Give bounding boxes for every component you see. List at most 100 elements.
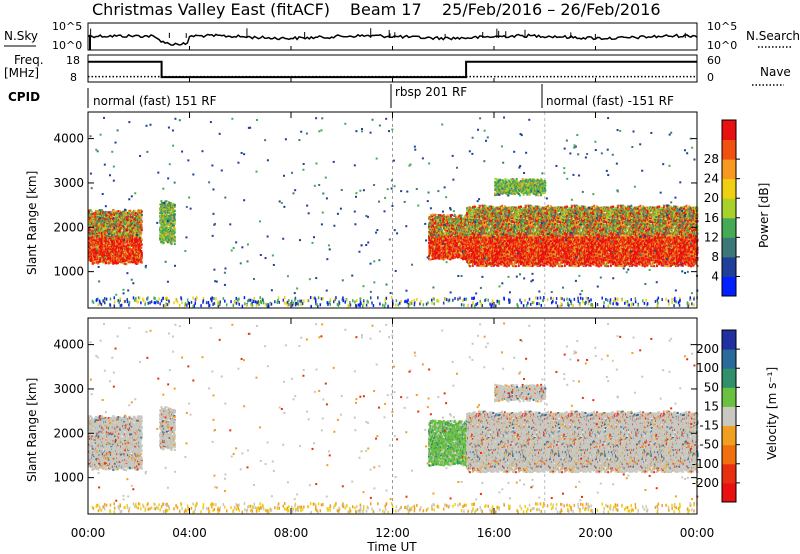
power-echo-cell xyxy=(127,235,130,238)
power-echo-cell xyxy=(124,259,127,262)
power-echo-cell xyxy=(163,223,166,226)
power-echo-cell xyxy=(137,254,140,257)
power-echo-cell xyxy=(133,240,136,243)
power-echo-cell xyxy=(90,245,93,248)
power-echo-cell xyxy=(134,257,137,260)
power-echo-cell xyxy=(97,262,100,265)
power-echo-cell xyxy=(122,219,125,222)
power-echo-cell xyxy=(88,233,91,236)
power-echo-cell xyxy=(94,214,97,217)
power-echo-cell xyxy=(166,221,169,224)
noise-sky-trace xyxy=(87,28,698,50)
nave-label: Nave xyxy=(760,65,791,79)
power-echo-cell xyxy=(125,210,128,213)
power-echo-cell xyxy=(111,261,114,264)
power-echo-cell xyxy=(167,209,170,212)
power-echo-cell xyxy=(115,213,118,216)
power-echo-cell xyxy=(140,238,143,241)
power-echo-cell xyxy=(120,258,123,261)
power-echo-cell xyxy=(164,219,167,222)
power-echo-cell xyxy=(103,217,106,220)
power-echo-cell xyxy=(114,250,117,253)
power-echo-cell xyxy=(99,236,102,239)
power-echo-cell xyxy=(131,249,134,252)
power-echo-cell xyxy=(96,222,99,225)
power-echo-cell xyxy=(140,252,143,255)
power-echo-cell xyxy=(133,253,136,256)
power-echo-cell xyxy=(449,244,452,247)
power-echo-cell xyxy=(160,200,163,203)
power-echo-cell xyxy=(105,259,108,262)
power-echo-cell xyxy=(127,259,130,262)
power-echo-cell xyxy=(165,212,168,215)
power-echo-cell xyxy=(103,238,106,241)
power-echo-cell xyxy=(117,239,120,242)
power-echo-cell xyxy=(96,215,99,218)
power-echo-cell xyxy=(449,255,452,258)
power-echo-cell xyxy=(161,205,164,208)
power-echo-cell xyxy=(114,234,117,237)
power-echo-cell xyxy=(119,211,122,214)
power-echo-cell xyxy=(128,234,131,237)
noise-left-tick-high: 10^5 xyxy=(52,20,82,33)
power-echo-cell xyxy=(140,258,143,261)
power-echo-cell xyxy=(108,212,111,215)
power-echo-cell xyxy=(483,265,486,268)
power-echo-cell xyxy=(93,216,96,219)
power-echo-cell xyxy=(162,220,165,223)
power-echo-cell xyxy=(159,232,162,235)
power-echo-cell xyxy=(114,223,117,226)
power-echo-cell xyxy=(97,230,100,233)
power-echo-cell xyxy=(92,241,95,244)
power-echo-cell xyxy=(140,246,143,249)
power-echo-cell xyxy=(131,238,134,241)
power-echo-cell xyxy=(128,244,131,247)
power-echo-cell xyxy=(101,243,104,246)
cpid-segment-3: normal (fast) -151 RF xyxy=(546,94,674,108)
power-echo-cell xyxy=(140,230,143,233)
power-echo-cell xyxy=(164,226,167,229)
power-echo-cell xyxy=(108,252,111,255)
power-echo-cell xyxy=(89,230,92,233)
power-echo-cell xyxy=(103,250,106,253)
power-echo-cell xyxy=(98,260,101,263)
noise-right-tick-low: 10^0 xyxy=(707,39,737,52)
power-echo-cell xyxy=(105,253,108,256)
power-echo-cell xyxy=(167,206,170,209)
power-echo-cell xyxy=(137,233,140,236)
power-echo-cell xyxy=(108,235,111,238)
power-echo-cell xyxy=(93,234,96,237)
power-echo-cell xyxy=(132,211,135,214)
power-echo-cell xyxy=(112,221,115,224)
power-echo-cell xyxy=(105,256,108,259)
power-echo-cell xyxy=(434,213,437,216)
power-echo-cell xyxy=(125,249,128,252)
power-echo-cell xyxy=(129,227,132,230)
power-echo-cell xyxy=(112,229,115,232)
power-echo-cell xyxy=(120,236,123,239)
power-echo-cell xyxy=(136,213,139,216)
power-echo-cell xyxy=(161,212,164,215)
power-echo-cell xyxy=(438,257,441,260)
power-echo-cell xyxy=(131,252,134,255)
power-echo-cell xyxy=(112,226,115,229)
power-echo-cell xyxy=(94,239,97,242)
power-echo-cell xyxy=(173,216,176,219)
power-echo-cell xyxy=(140,254,143,257)
power-echo-cell xyxy=(88,235,91,238)
power-echo-cell xyxy=(170,243,173,246)
power-echo-cell xyxy=(97,209,100,212)
power-echo-cell xyxy=(129,209,132,212)
power-echo-cell xyxy=(139,235,142,238)
power-echo-cell xyxy=(163,215,166,218)
power-echo-cell xyxy=(165,232,168,235)
power-echo-cell xyxy=(124,226,127,229)
power-echo-cell xyxy=(439,219,442,222)
cpid-label: CPID xyxy=(8,90,40,104)
power-echo-cell xyxy=(124,232,127,235)
power-echo-cell xyxy=(449,258,452,261)
power-echo-cell xyxy=(126,218,129,221)
power-echo-cell xyxy=(463,239,466,242)
power-echo-cell xyxy=(123,260,126,263)
noise-left-label: N.Sky xyxy=(4,29,38,43)
